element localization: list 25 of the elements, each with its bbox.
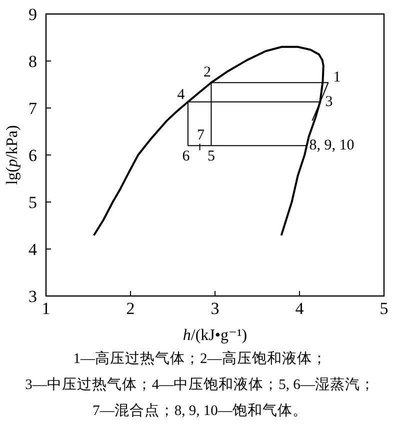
annotation: 1 (333, 70, 341, 86)
annotation: 5 (207, 148, 215, 165)
annotation: 3 (325, 94, 333, 110)
x-tick-label: 5 (380, 299, 388, 318)
x-tick-label: 4 (295, 299, 304, 318)
y-tick-label: 4 (28, 240, 38, 259)
y-tick-label: 8 (28, 52, 37, 71)
x-tick-label: 1 (42, 299, 50, 318)
y-axis-title: lg(p/kPa) (4, 125, 21, 185)
y-tick-label: 6 (28, 146, 37, 165)
annotation: 8, 9, 10 (309, 138, 354, 154)
y-tick-label: 5 (28, 193, 37, 212)
annotation: 7 (197, 128, 206, 144)
text: 1—高压过热气体；2—高压饱和液体； (73, 350, 327, 367)
y-tick-label: 7 (28, 99, 38, 118)
annotation: 4 (177, 86, 186, 103)
x-axis-title: h/(kJ•g⁻¹) (182, 327, 248, 344)
y-tick-label: 9 (28, 5, 37, 24)
y-tick-label: 3 (28, 287, 37, 306)
x-tick-label: 2 (126, 299, 135, 318)
annotation: 2 (203, 64, 211, 81)
text: 7—混合点；8, 9, 10—饱和气体。 (92, 402, 308, 419)
annotation: 6 (182, 148, 190, 165)
x-tick-label: 3 (210, 299, 220, 318)
text: 3—中压过热气体；4—中压饱和液体；5, 6—湿蒸汽； (25, 376, 375, 393)
